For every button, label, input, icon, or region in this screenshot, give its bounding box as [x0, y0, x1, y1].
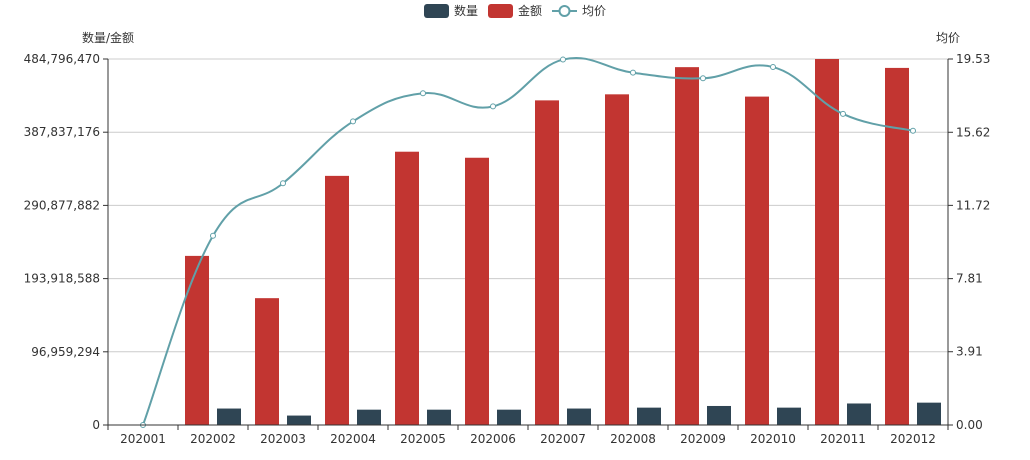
legend-swatch	[424, 4, 449, 18]
y-left-axis-name: 数量/金额	[82, 30, 134, 45]
avg-price-point	[840, 110, 846, 117]
avg-price-point	[910, 127, 916, 134]
x-tick-label: 202004	[330, 432, 376, 446]
x-tick-label: 202010	[750, 432, 796, 446]
avg-price-point	[560, 56, 566, 63]
bars	[185, 59, 941, 426]
legend-swatch	[488, 4, 513, 18]
bar-amount	[395, 151, 419, 425]
bar-amount	[605, 94, 629, 425]
y-left-tick-label: 290,877,882	[24, 198, 100, 212]
avg-price-point	[420, 90, 426, 97]
bar-quantity	[847, 403, 871, 425]
y-right-axis-name: 均价	[936, 31, 960, 45]
bar-amount	[885, 67, 909, 425]
x-tick-label: 202012	[890, 432, 936, 446]
y-left-tick-label: 484,796,470	[24, 52, 100, 66]
x-tick-label: 202008	[610, 432, 656, 446]
avg-price-point	[630, 69, 636, 76]
x-tick-label: 202003	[260, 432, 306, 446]
grid-lines	[108, 58, 948, 353]
legend[interactable]: 数量 金额 均价	[424, 3, 606, 18]
y-right-tick-label: 7.81	[956, 272, 983, 286]
y-right-tick-label: 3.91	[956, 345, 983, 359]
y-left-tick-label: 387,837,176	[24, 125, 100, 139]
y-right-tick-label: 19.53	[956, 52, 990, 66]
x-tick-label: 202005	[400, 432, 446, 446]
y-right-tick-label: 0.00	[956, 418, 983, 432]
bar-amount	[255, 298, 279, 425]
bar-quantity	[287, 415, 311, 425]
bar-quantity	[567, 408, 591, 425]
legend-label: 均价	[582, 4, 606, 18]
legend-marker	[558, 5, 571, 17]
bar-amount	[745, 96, 769, 425]
avg-price-point	[770, 64, 776, 71]
legend-item[interactable]: 数量	[424, 3, 478, 18]
avg-price-point	[700, 75, 706, 82]
bar-quantity	[357, 409, 381, 425]
x-tick-label: 202007	[540, 432, 586, 446]
bar-quantity	[917, 402, 941, 425]
bar-amount	[815, 59, 839, 425]
y-left-tick-label: 193,918,588	[24, 272, 100, 286]
avg-price-point	[210, 232, 216, 239]
bar-amount	[325, 175, 349, 425]
legend-label: 金额	[518, 3, 542, 18]
bar-amount	[535, 100, 559, 425]
bar-quantity	[707, 405, 731, 425]
bar-quantity	[427, 409, 451, 425]
y-right-tick-label: 11.72	[956, 198, 990, 212]
bar-quantity	[497, 409, 521, 425]
legend-item[interactable]: 均价	[552, 4, 606, 18]
avg-price-point	[350, 118, 356, 125]
x-tick-label: 202006	[470, 432, 516, 446]
avg-price-point	[280, 180, 286, 187]
legend-label: 数量	[454, 3, 478, 18]
x-tick-label: 202001	[120, 432, 166, 446]
x-tick-label: 202009	[680, 432, 726, 446]
bar-quantity	[637, 407, 661, 425]
axes: 202001 202002 202003 202004 202005 202006 2020…	[24, 30, 991, 446]
y-left-tick-label: 96,959,294	[31, 345, 100, 359]
bar-amount	[185, 255, 209, 425]
bar-quantity	[777, 407, 801, 425]
y-left-tick-label: 0	[92, 418, 100, 432]
x-tick-label: 202002	[190, 432, 236, 446]
bar-amount	[675, 67, 699, 426]
avg-price-point	[490, 103, 496, 110]
bar-amount	[465, 157, 489, 425]
legend-item[interactable]: 金额	[488, 3, 542, 18]
x-tick-label: 202011	[820, 432, 866, 446]
line-series	[140, 56, 916, 428]
y-right-tick-label: 15.62	[956, 125, 990, 139]
bar-quantity	[217, 408, 241, 425]
